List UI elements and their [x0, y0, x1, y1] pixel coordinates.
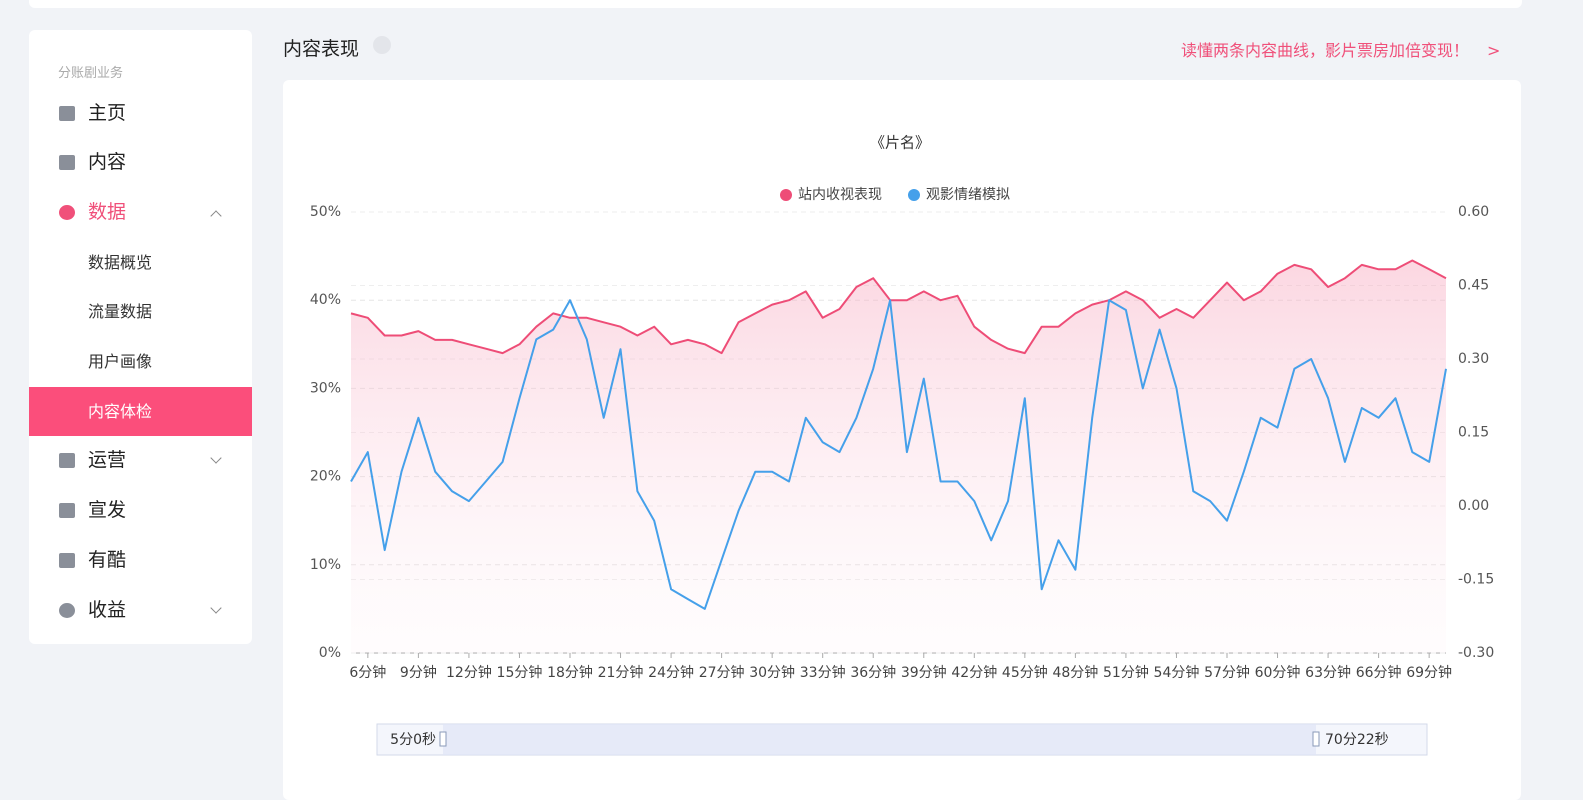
y2-tick-label: 0.15: [1458, 425, 1489, 441]
promo-text: 读懂两条内容曲线，影片票房加倍变现！: [1181, 41, 1470, 60]
nav-label: 收益: [88, 599, 127, 621]
nav-label: 数据: [88, 201, 127, 223]
nav-label: 数据概览: [88, 253, 153, 272]
x-tick-label: 6分钟: [349, 664, 386, 681]
area-fill: [351, 260, 1446, 653]
x-tick-label: 21分钟: [598, 664, 644, 681]
zoom-start-label: 5分0秒: [390, 732, 436, 748]
y-tick-label: 20%: [310, 469, 341, 485]
x-tick-label: 36分钟: [850, 664, 896, 681]
nav-item[interactable]: 流量数据: [29, 287, 252, 336]
y2-tick-label: 0.30: [1458, 351, 1489, 367]
promo-link[interactable]: 读懂两条内容曲线，影片票房加倍变现！ >: [1181, 41, 1501, 60]
legend-marker: [780, 189, 792, 201]
legend-label: 站内收视表现: [798, 187, 882, 203]
series-line: [350, 299, 1447, 610]
x-tick-label: 63分钟: [1305, 664, 1351, 681]
x-tick-label: 48分钟: [1052, 664, 1098, 681]
x-tick-label: 69分钟: [1406, 664, 1452, 681]
nav-item[interactable]: 收益: [29, 586, 252, 635]
y2-tick-label: -0.30: [1458, 645, 1494, 661]
y-tick-label: 10%: [310, 557, 341, 573]
nav-item[interactable]: 数据概览: [29, 238, 252, 287]
section-title: 内容表现: [283, 38, 360, 60]
sidebar: 分账剧业务 主页 内容 数据 数据概览 流量数据 用户画像 内容体检 运营 宣发…: [29, 30, 252, 644]
legend-label: 观影情绪模拟: [926, 187, 1010, 203]
legend-marker: [908, 189, 920, 201]
nav-item[interactable]: 运营: [29, 436, 252, 485]
x-tick-label: 54分钟: [1154, 664, 1200, 681]
x-tick-label: 18分钟: [547, 664, 593, 681]
nav-item[interactable]: 宣发: [29, 486, 252, 535]
nav-label: 内容体检: [88, 402, 153, 421]
x-tick-label: 12分钟: [446, 664, 492, 681]
x-tick-label: 27分钟: [699, 664, 745, 681]
nav-label: 主页: [88, 102, 127, 124]
zoom-window: [443, 724, 1316, 755]
x-tick-label: 9分钟: [400, 664, 437, 681]
nav-label: 有酷: [88, 549, 127, 571]
nav-item[interactable]: 主页: [29, 89, 252, 138]
series-line: [350, 259, 1447, 355]
section-label: 分账剧业务: [58, 66, 124, 81]
y-tick-label: 30%: [310, 380, 341, 396]
x-tick-label: 45分钟: [1002, 664, 1048, 681]
zoom-handle[interactable]: [439, 731, 447, 747]
nav-item[interactable]: 数据: [29, 188, 252, 237]
x-tick-label: 33分钟: [800, 664, 846, 681]
x-tick-label: 30分钟: [749, 664, 795, 681]
zoom-end-label: 70分22秒: [1325, 732, 1389, 748]
x-tick-label: 66分钟: [1356, 664, 1402, 681]
x-tick-label: 42分钟: [951, 664, 997, 681]
y-tick-label: 0%: [319, 645, 341, 661]
nav-item[interactable]: 内容: [29, 138, 252, 187]
nav-label: 宣发: [88, 499, 127, 521]
x-tick-label: 51分钟: [1103, 664, 1149, 681]
nav-item[interactable]: 用户画像: [29, 337, 252, 386]
zoom-handle[interactable]: [1312, 731, 1320, 747]
top-card: [29, 0, 1522, 8]
x-tick-label: 15分钟: [497, 664, 543, 681]
nav-label: 内容: [88, 151, 127, 173]
nav-label: 流量数据: [88, 302, 153, 321]
nav-item[interactable]: 有酷: [29, 536, 252, 585]
nav-label: 运营: [88, 449, 127, 471]
x-tick-label: 24分钟: [648, 664, 694, 681]
y2-tick-label: 0.60: [1458, 204, 1489, 220]
nav-label: 用户画像: [88, 352, 153, 371]
chart-title: 《片名》: [870, 134, 930, 152]
info-icon[interactable]: [373, 36, 391, 54]
x-tick-label: 39分钟: [901, 664, 947, 681]
y2-tick-label: -0.15: [1458, 572, 1494, 588]
y-tick-label: 50%: [310, 204, 341, 220]
y-tick-label: 40%: [310, 292, 341, 308]
nav-item[interactable]: 内容体检: [29, 387, 252, 436]
x-tick-label: 57分钟: [1204, 664, 1250, 681]
x-tick-label: 60分钟: [1255, 664, 1301, 681]
y2-tick-label: 0.00: [1458, 498, 1489, 514]
y2-tick-label: 0.45: [1458, 278, 1489, 294]
